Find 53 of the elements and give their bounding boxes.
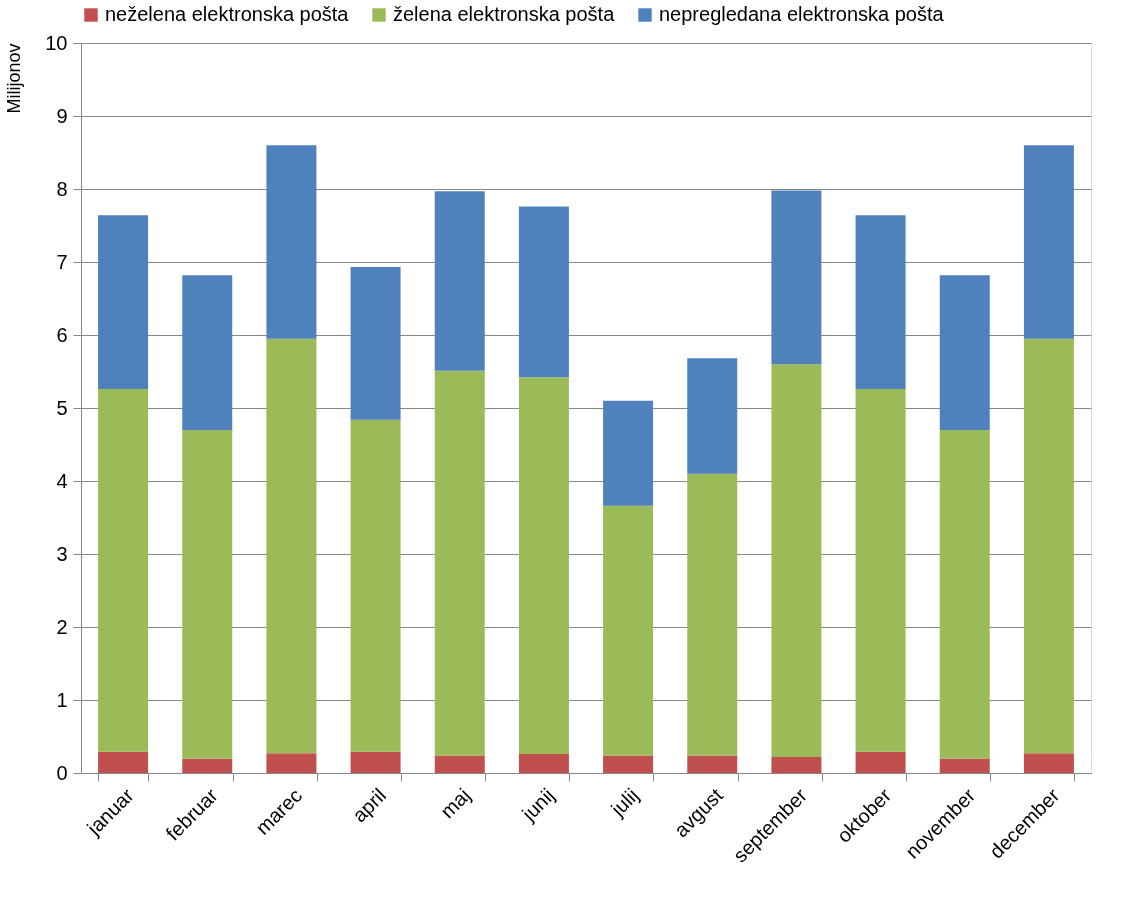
bar (434, 755, 485, 773)
y-tick-label: 5 (56, 396, 68, 419)
x-tick-label: julij (606, 784, 643, 821)
bar (266, 338, 317, 754)
bar (603, 755, 654, 773)
bar (266, 753, 317, 773)
bar (182, 275, 233, 430)
bar (603, 505, 654, 756)
bar (687, 755, 738, 773)
bar (855, 389, 906, 752)
bar (855, 215, 906, 390)
bar (350, 419, 401, 752)
bar (98, 215, 149, 390)
bar (855, 751, 906, 773)
bar (98, 751, 149, 773)
bar (518, 377, 569, 755)
y-tick-label: 4 (56, 469, 68, 492)
bar (603, 400, 654, 506)
y-axis-title: Milijonov (3, 43, 24, 114)
bar (182, 429, 233, 759)
bar (98, 389, 149, 752)
bar (350, 267, 401, 420)
bar (350, 751, 401, 773)
y-tick-label: 1 (56, 688, 68, 711)
bar (687, 473, 738, 756)
y-tick-label: 0 (56, 761, 68, 784)
bar (939, 275, 990, 430)
y-tick-label: 10 (45, 31, 68, 54)
bar (939, 758, 990, 773)
x-tick-label: maj (436, 784, 475, 823)
legend-label: nepregledana elektronska pošta (659, 3, 945, 25)
bar (434, 191, 485, 371)
y-tick-label: 2 (56, 615, 68, 638)
bar (771, 756, 822, 773)
y-tick-label: 3 (56, 542, 68, 565)
bar (1023, 145, 1074, 339)
bar (771, 364, 822, 757)
bar (518, 754, 569, 773)
bar (1023, 338, 1074, 754)
legend-label: neželena elektronska pošta (105, 3, 350, 25)
bar (182, 758, 233, 773)
bar (518, 206, 569, 378)
y-tick-label: 7 (56, 250, 68, 273)
bar (434, 370, 485, 756)
legend-label: želena elektronska pošta (393, 3, 616, 25)
y-tick-label: 8 (56, 177, 68, 200)
y-tick-label: 6 (56, 323, 68, 346)
bar (1023, 753, 1074, 773)
bar (687, 358, 738, 474)
bar (266, 145, 317, 339)
bar (939, 429, 990, 759)
bar (771, 190, 822, 365)
y-tick-label: 9 (56, 104, 68, 127)
